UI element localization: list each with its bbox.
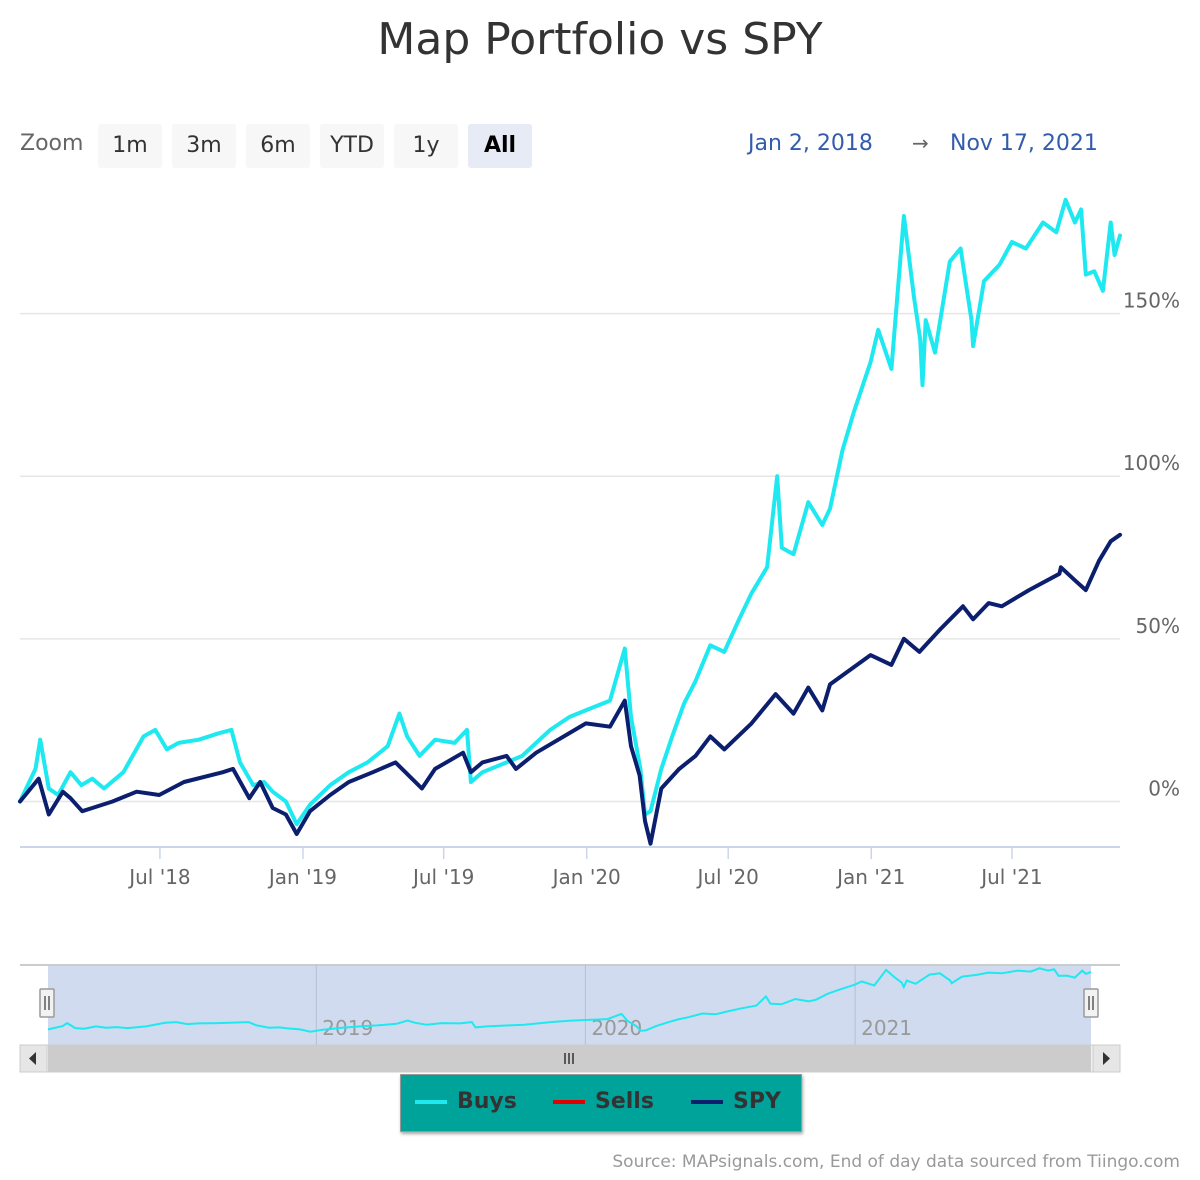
grip-icon: [564, 1053, 574, 1064]
credits: Source: MAPsignals.com, End of day data …: [612, 1152, 1180, 1172]
navigator-year-label: 2021: [861, 1016, 912, 1040]
x-tick-label: Jul '18: [127, 865, 190, 889]
x-tick-label: Jan '20: [551, 865, 621, 889]
plot-area: [18, 197, 1122, 846]
legend-item-sells[interactable]: Sells: [553, 1075, 654, 1131]
legend-label-sells: Sells: [595, 1089, 654, 1114]
navigator[interactable]: 2019 2020 2021: [20, 964, 1120, 1045]
y-tick-label: 150%: [1123, 289, 1180, 313]
x-tick-label: Jul '19: [411, 865, 474, 889]
legend-swatch-buys: [415, 1100, 447, 1104]
chart-title: Map Portfolio vs SPY: [377, 14, 823, 65]
zoom-1y-button[interactable]: 1y: [394, 124, 458, 168]
scrollbar[interactable]: [19, 1044, 1121, 1073]
series-line-buys[interactable]: [18, 197, 1122, 827]
chart-canvas: Jul '18 Jan '19 Jul '19 Jan '20 Jul '20 Jan '…: [18, 197, 1180, 1073]
zoom-6m-button[interactable]: 6m: [246, 124, 310, 168]
zoom-all-button[interactable]: All: [468, 124, 532, 168]
chevron-left-icon: [29, 1052, 36, 1065]
zoom-label: Zoom: [20, 131, 84, 156]
zoom-ytd-button[interactable]: YTD: [320, 124, 384, 168]
range-to-input[interactable]: Nov 17, 2021: [950, 131, 1098, 156]
legend-item-buys[interactable]: Buys: [415, 1075, 517, 1131]
x-tick-label: Jan '21: [835, 865, 905, 889]
navigator-mask[interactable]: [48, 965, 1091, 1045]
x-tick-label: Jan '19: [267, 865, 337, 889]
y-axis-labels: 0% 50% 100% 150%: [1123, 289, 1180, 801]
scrollbar-left-button[interactable]: [19, 1044, 48, 1073]
y-tick-label: 50%: [1136, 614, 1180, 638]
navigator-series: [47, 967, 1092, 1033]
range-from-input[interactable]: Jan 2, 2018: [748, 131, 873, 156]
x-axis: Jul '18 Jan '19 Jul '19 Jan '20 Jul '20 Jan '…: [20, 846, 1120, 889]
zoom-1m-button[interactable]: 1m: [98, 124, 162, 168]
legend-swatch-sells: [553, 1100, 585, 1104]
y-tick-label: 100%: [1123, 451, 1180, 475]
grid-lines: [20, 312, 1120, 803]
legend-label-spy: SPY: [733, 1089, 781, 1114]
x-tick-label: Jul '21: [979, 865, 1042, 889]
range-arrow-icon: →: [912, 131, 929, 155]
y-tick-label: 0%: [1148, 776, 1180, 800]
legend-swatch-spy: [691, 1100, 723, 1104]
legend-item-spy[interactable]: SPY: [691, 1075, 781, 1131]
legend-label-buys: Buys: [457, 1089, 517, 1114]
navigator-left-handle[interactable]: [39, 988, 55, 1018]
series-line-spy[interactable]: [18, 532, 1122, 846]
chevron-right-icon: [1103, 1052, 1110, 1065]
x-tick-label: Jul '20: [695, 865, 758, 889]
legend: Buys Sells SPY: [400, 1074, 802, 1132]
navigator-right-handle[interactable]: [1083, 988, 1099, 1018]
zoom-3m-button[interactable]: 3m: [172, 124, 236, 168]
